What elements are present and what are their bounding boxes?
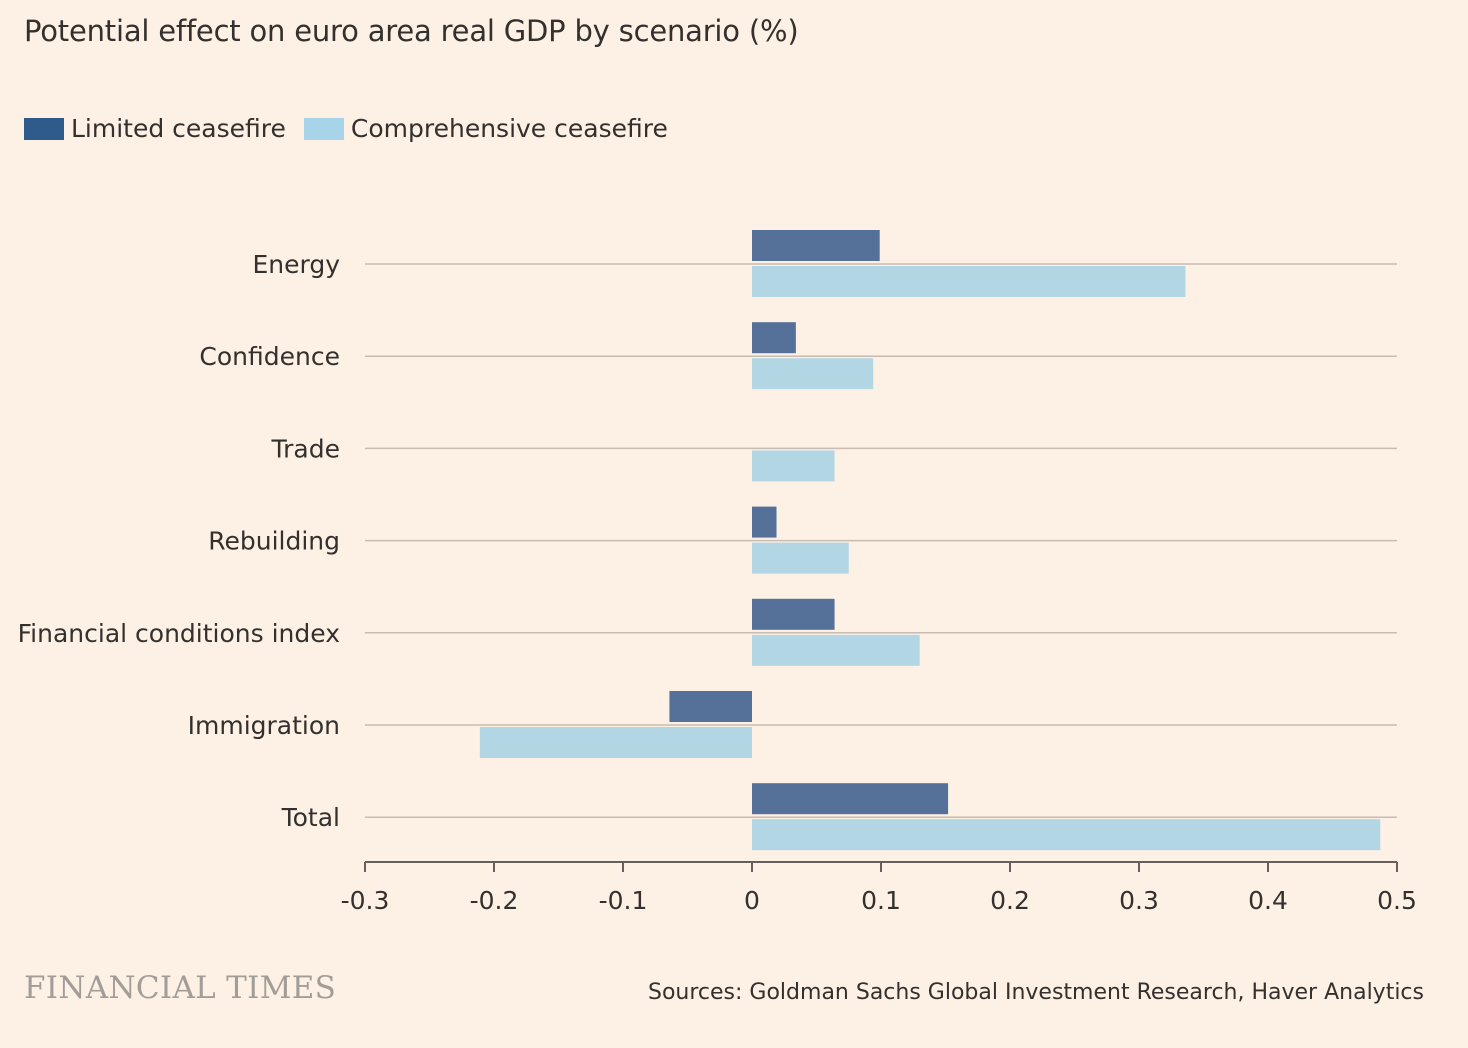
x-tick-label: 0.3: [1119, 886, 1159, 915]
chart-title: Potential effect on euro area real GDP b…: [24, 14, 799, 48]
x-tick-label: 0.4: [1248, 886, 1288, 915]
legend-swatch-limited: [24, 117, 64, 140]
bar: [752, 819, 1381, 851]
category-label: Immigration: [188, 711, 340, 740]
x-tick-label: -0.3: [341, 886, 390, 915]
bar: [752, 266, 1186, 297]
category-label: Financial conditions index: [18, 619, 340, 648]
x-tick-label: 0.1: [861, 886, 901, 915]
category-label: Total: [281, 803, 340, 832]
category-label: Trade: [271, 434, 340, 463]
x-tick-label: 0: [744, 886, 760, 915]
category-label: Rebuilding: [208, 527, 340, 556]
x-tick-label: -0.2: [470, 886, 519, 915]
category-label: Confidence: [199, 342, 340, 371]
legend-swatch-comprehensive: [303, 117, 344, 140]
x-tick-label: 0.2: [990, 886, 1030, 915]
source-note: Sources: Goldman Sachs Global Investment…: [648, 980, 1424, 1005]
x-tick-label: 0.5: [1377, 886, 1417, 915]
legend-label-comprehensive: Comprehensive ceasefire: [350, 114, 668, 143]
category-label: Energy: [252, 250, 340, 279]
bar: [752, 230, 880, 261]
bar: [752, 542, 849, 574]
bar: [752, 598, 835, 630]
bar: [752, 358, 874, 390]
legend-item-limited: Limited ceasefire: [24, 114, 286, 143]
bar: [752, 322, 796, 354]
ft-logo: FINANCIAL TIMES: [24, 970, 337, 1006]
bar-chart: Energy Confidence Trade Rebuilding Financial…: [18, 230, 1417, 915]
bar: [752, 506, 777, 538]
bar: [752, 783, 949, 815]
bar: [669, 691, 752, 722]
legend-label-limited: Limited ceasefire: [71, 114, 286, 143]
bar: [479, 727, 752, 758]
bar: [752, 450, 835, 482]
legend-item-comprehensive: Comprehensive ceasefire: [303, 114, 668, 143]
legend: Limited ceasefire Comprehensive ceasefir…: [24, 114, 686, 143]
bar: [752, 634, 920, 666]
x-tick-label: -0.1: [599, 886, 648, 915]
